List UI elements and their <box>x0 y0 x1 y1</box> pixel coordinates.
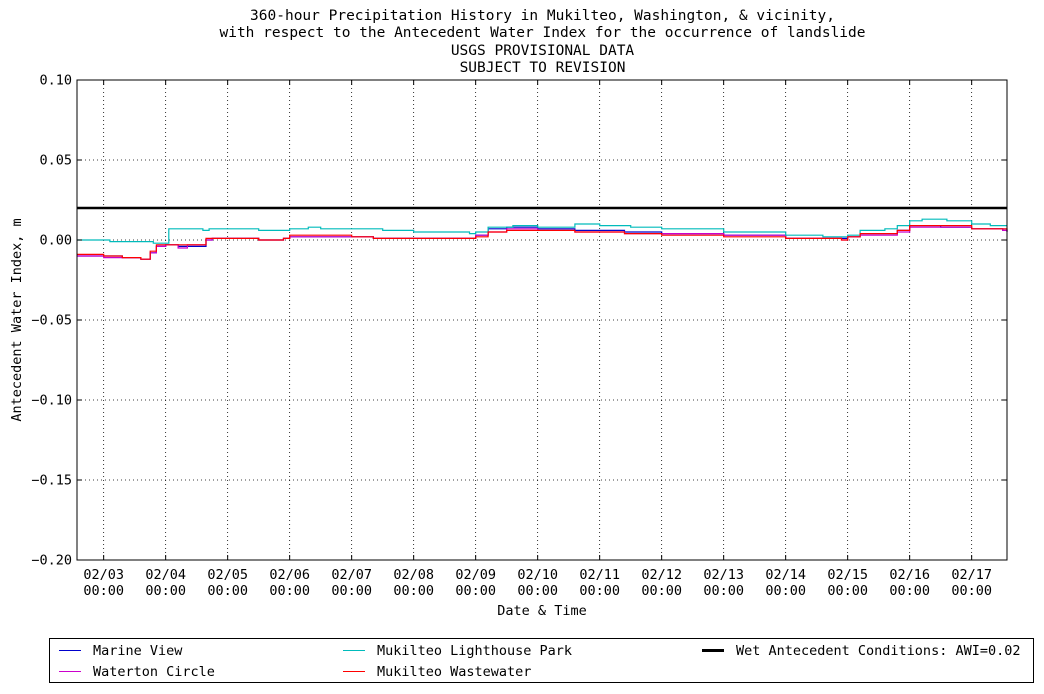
legend-item-mukilteo-wastewater: Mukilteo Wastewater <box>343 664 531 680</box>
x-tick-label-time: 00:00 <box>393 583 434 599</box>
legend-item-lighthouse-park: Mukilteo Lighthouse Park <box>343 643 572 659</box>
x-tick-label-date: 02/14 <box>765 567 806 583</box>
x-tick-label-time: 00:00 <box>269 583 310 599</box>
x-tick-label-time: 00:00 <box>83 583 124 599</box>
y-tick-label: 0.00 <box>39 233 72 249</box>
x-tick-label-date: 02/03 <box>83 567 124 583</box>
axis-ticks: 0.100.050.00−0.05−0.10−0.15−0.2002/0300:… <box>31 73 1007 599</box>
chart-title-line-2: with respect to the Antecedent Water Ind… <box>219 25 866 41</box>
x-tick-label-time: 00:00 <box>517 583 558 599</box>
legend-label-marine-view: Marine View <box>93 643 183 659</box>
x-tick-label-time: 00:00 <box>765 583 806 599</box>
x-tick-label-time: 00:00 <box>455 583 496 599</box>
legend-label-lighthouse-park: Mukilteo Lighthouse Park <box>377 643 573 659</box>
y-axis-label: Antecedent Water Index, m <box>9 218 25 421</box>
x-axis-label: Date & Time <box>497 603 586 619</box>
legend-swatch-marine-view <box>59 649 81 651</box>
chart-title-line-4: SUBJECT TO REVISION <box>459 60 626 76</box>
x-tick-label-date: 02/05 <box>207 567 248 583</box>
x-tick-label-time: 00:00 <box>579 583 620 599</box>
y-tick-label: 0.05 <box>39 153 72 169</box>
legend-label-mukilteo-wastewater: Mukilteo Wastewater <box>377 664 532 680</box>
chart-title-line-1: 360-hour Precipitation History in Mukilt… <box>250 8 835 24</box>
x-tick-label-date: 02/08 <box>393 567 434 583</box>
grid-lines <box>77 79 1007 561</box>
x-tick-label-time: 00:00 <box>827 583 868 599</box>
x-tick-label-date: 02/11 <box>579 567 620 583</box>
series-line-mukilteo-lighthouse-park <box>77 218 1007 244</box>
x-tick-label-date: 02/17 <box>951 567 992 583</box>
legend-item-waterton-circle: Waterton Circle <box>59 664 215 680</box>
x-tick-label-date: 02/15 <box>827 567 868 583</box>
legend-label-wet-antecedent: Wet Antecedent Conditions: AWI=0.02 <box>736 643 1021 659</box>
series-line-mukilteo-wastewater <box>77 225 1008 260</box>
legend-item-marine-view: Marine View <box>59 643 182 659</box>
series-lines <box>77 218 1008 260</box>
chart-legend: Marine View Waterton Circle Mukilteo Lig… <box>49 638 1034 683</box>
x-tick-label-time: 00:00 <box>331 583 372 599</box>
x-tick-label-date: 02/09 <box>455 567 496 583</box>
legend-label-waterton-circle: Waterton Circle <box>93 664 215 680</box>
y-tick-label: −0.20 <box>31 553 72 569</box>
legend-swatch-waterton-circle <box>59 670 81 672</box>
x-tick-label-time: 00:00 <box>641 583 682 599</box>
y-tick-label: 0.10 <box>39 73 72 89</box>
legend-swatch-lighthouse-park <box>343 649 365 651</box>
legend-swatch-mukilteo-wastewater <box>343 670 365 672</box>
x-tick-label-date: 02/07 <box>331 567 372 583</box>
x-tick-label-date: 02/13 <box>703 567 744 583</box>
series-line-waterton-circle <box>77 226 1008 260</box>
chart-title-line-3: USGS PROVISIONAL DATA <box>450 43 635 59</box>
legend-swatch-wet-antecedent <box>702 648 724 652</box>
x-tick-label-date: 02/12 <box>641 567 682 583</box>
x-tick-label-time: 00:00 <box>703 583 744 599</box>
legend-item-wet-antecedent: Wet Antecedent Conditions: AWI=0.02 <box>702 643 1020 659</box>
x-tick-label-date: 02/06 <box>269 567 310 583</box>
x-tick-label-time: 00:00 <box>951 583 992 599</box>
y-tick-label: −0.10 <box>31 393 72 409</box>
x-tick-label-date: 02/04 <box>145 567 186 583</box>
x-tick-label-time: 00:00 <box>145 583 186 599</box>
x-tick-label-time: 00:00 <box>889 583 930 599</box>
y-tick-label: −0.05 <box>31 313 72 329</box>
y-tick-label: −0.15 <box>31 473 72 489</box>
x-tick-label-date: 02/16 <box>889 567 930 583</box>
x-tick-label-time: 00:00 <box>207 583 248 599</box>
x-tick-label-date: 02/10 <box>517 567 558 583</box>
